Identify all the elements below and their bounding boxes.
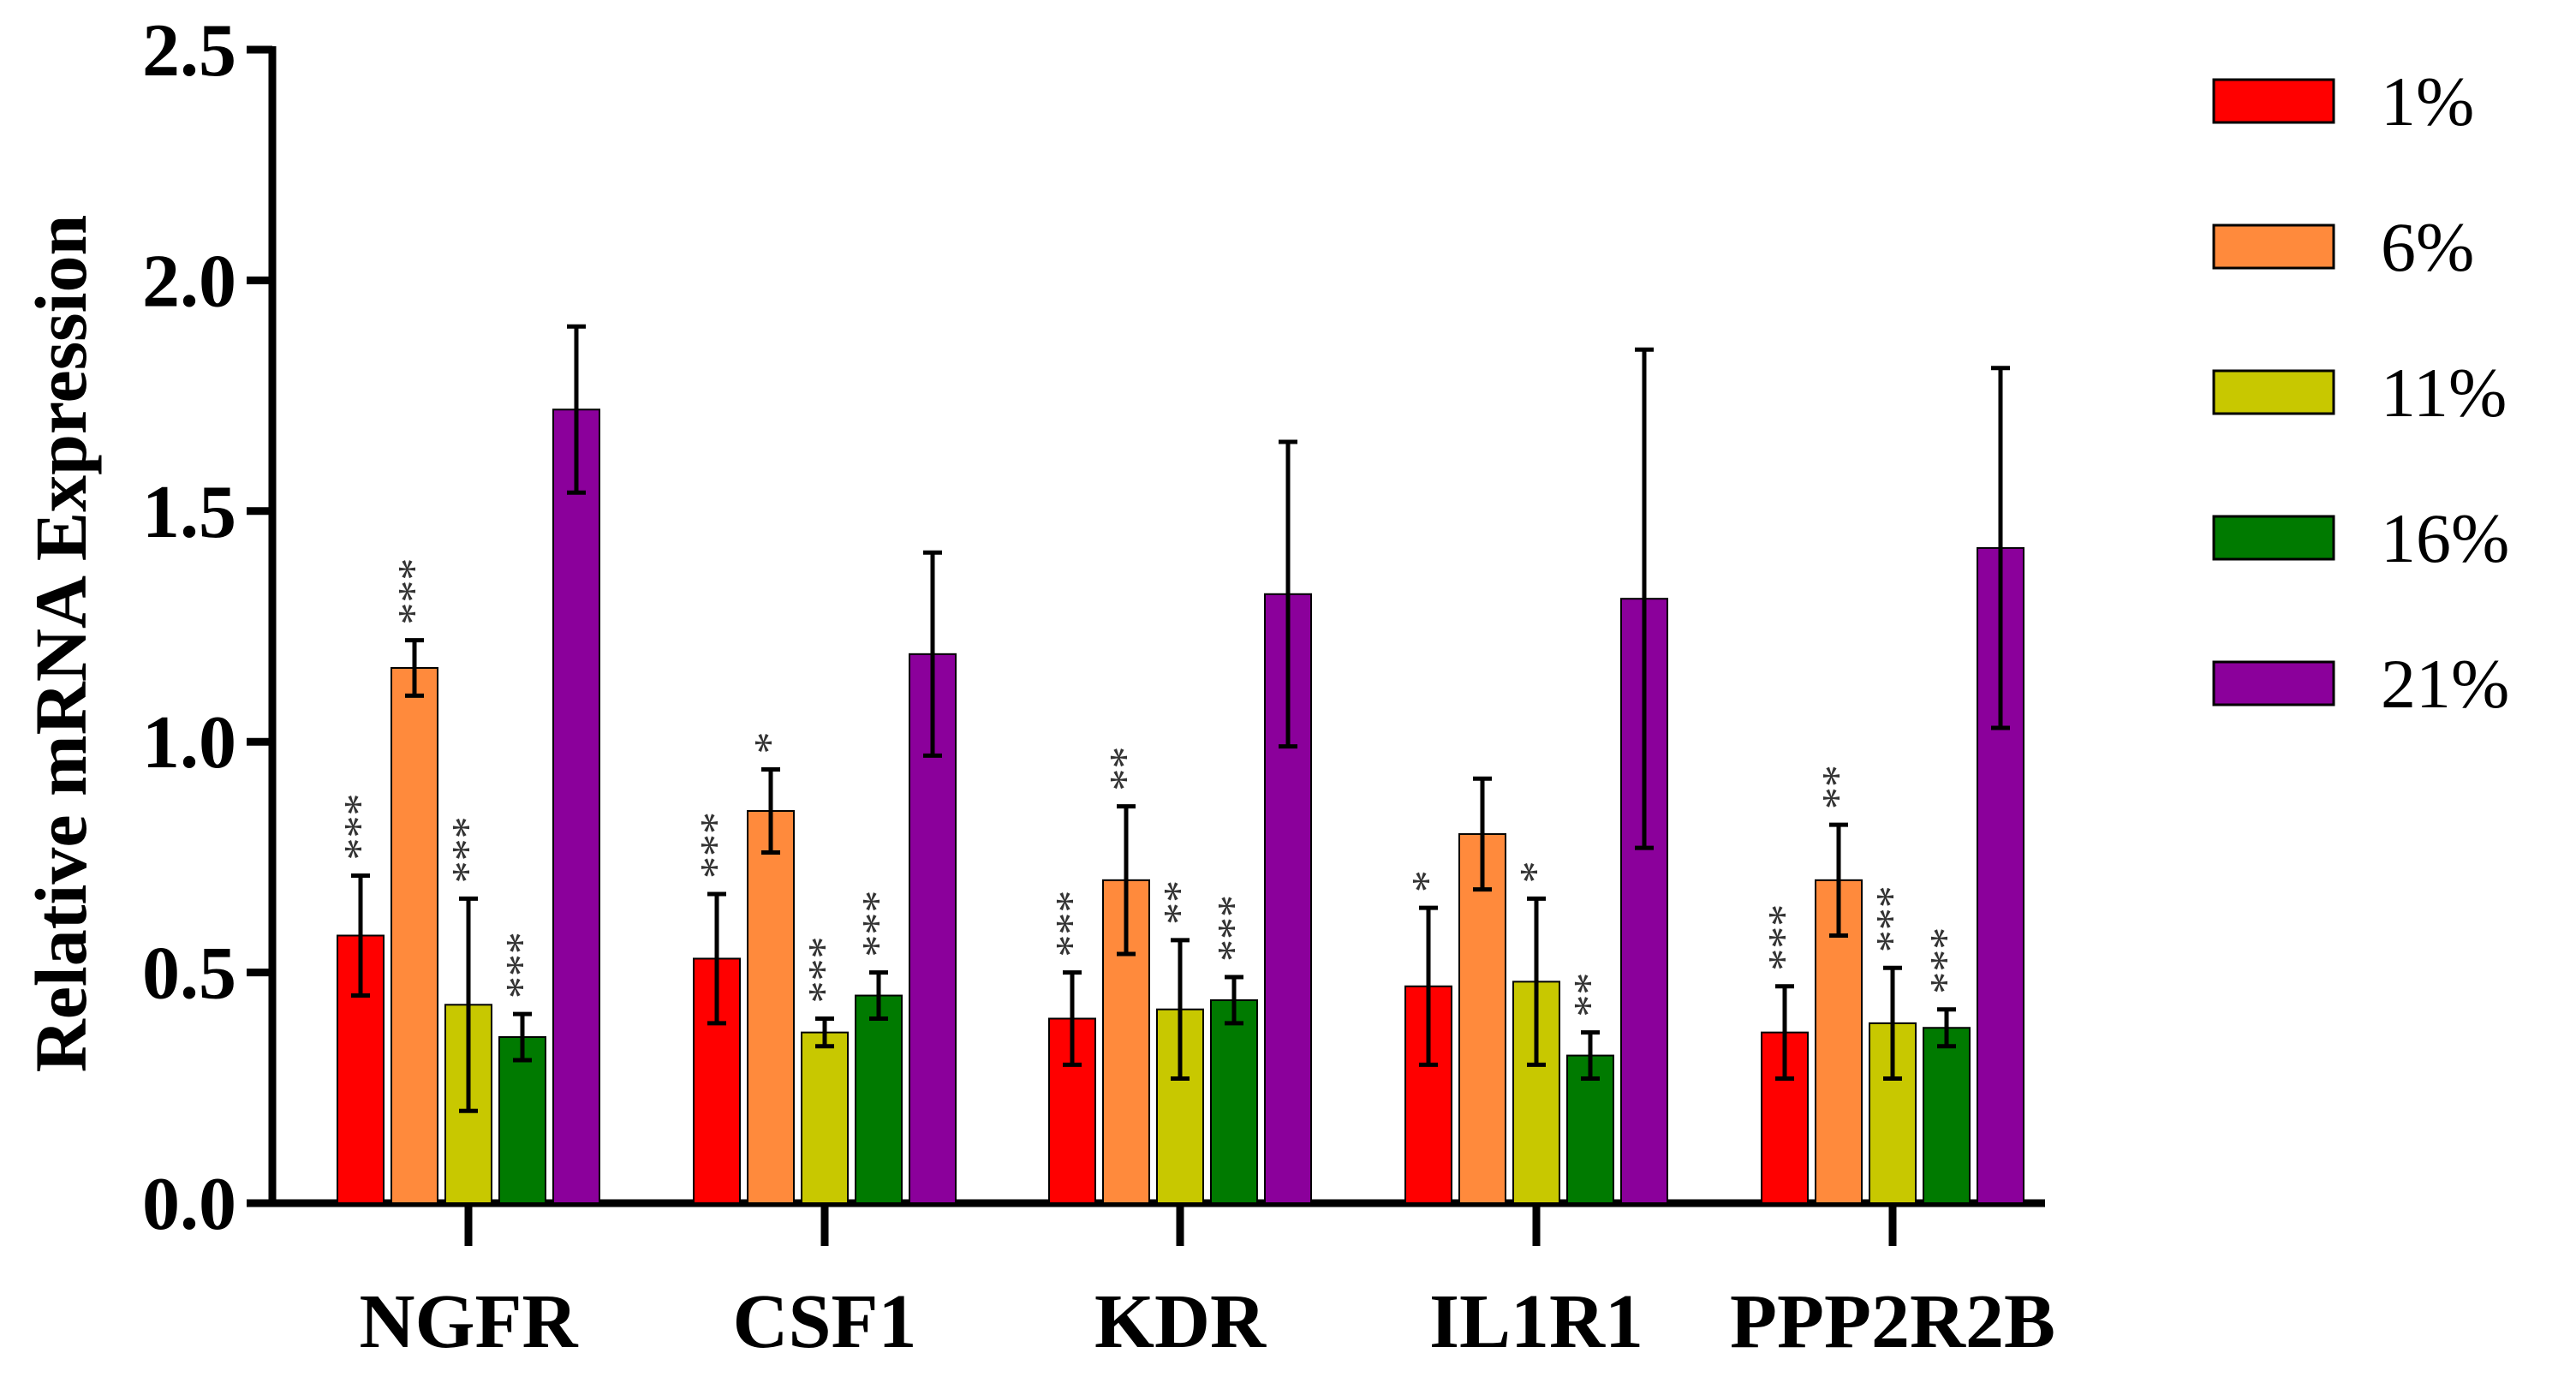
x-category-label: PPP2R2B [1730, 1279, 2055, 1364]
y-tick-label: 2.5 [142, 9, 236, 92]
y-tick-label: 2.0 [142, 240, 236, 323]
y-tick-label: 1.0 [142, 701, 236, 784]
significance-label: ** [1101, 747, 1150, 791]
significance-label: * [1512, 861, 1560, 883]
bar [1923, 1027, 1971, 1204]
significance-label: * [1404, 870, 1452, 892]
significance-label: * [746, 732, 795, 754]
bar [1458, 832, 1506, 1205]
significance-label: *** [800, 936, 849, 1003]
axes: 0.0 0.5 1.0 1.5 2.0 2.5 Relative mRNA Expressi… [20, 9, 2055, 1364]
y-tick-label: 0.0 [142, 1163, 236, 1246]
significance-label: *** [854, 891, 903, 957]
bar [801, 1031, 849, 1205]
significance-label: *** [1209, 895, 1258, 962]
legend-swatch [2212, 515, 2335, 561]
x-category-label: KDR [1094, 1279, 1267, 1364]
y-tick-label: 1.5 [142, 471, 236, 554]
legend-swatch [2212, 224, 2335, 270]
significance-label: ** [1565, 973, 1614, 1017]
legend-label: 11% [2381, 354, 2507, 432]
significance-label: *** [1922, 927, 1971, 994]
bar [337, 934, 385, 1204]
bar [552, 408, 600, 1205]
significance-label: ** [1155, 880, 1204, 925]
legend-swatch [2212, 369, 2335, 415]
significance-label: *** [1047, 891, 1096, 957]
significance-label: *** [390, 558, 438, 625]
bar [498, 1036, 546, 1204]
significance-label: *** [336, 793, 385, 860]
bar [747, 810, 795, 1205]
x-category-label: NGFR [360, 1279, 579, 1364]
bar [391, 666, 438, 1204]
significance-label: *** [444, 816, 492, 883]
significance-label: ** [1814, 765, 1863, 809]
legend-swatch [2212, 660, 2335, 706]
bar [1210, 998, 1258, 1204]
legend: 1% 6% 11% 16% 21% [2212, 63, 2509, 723]
bars-group: ********************** ******* **** *******… [336, 324, 2024, 1205]
legend-label: 16% [2381, 499, 2509, 577]
legend-label: 1% [2381, 63, 2474, 140]
significance-label: *** [1868, 885, 1917, 952]
significance-label: *** [1760, 904, 1809, 971]
significance-label: *** [498, 932, 546, 998]
significance-label: *** [692, 812, 741, 879]
x-category-label: CSF1 [732, 1279, 916, 1364]
y-axis-title: Relative mRNA Expression [20, 215, 102, 1073]
legend-swatch [2212, 78, 2335, 124]
legend-label: 21% [2381, 645, 2509, 723]
bar [855, 994, 903, 1205]
x-category-label: IL1R1 [1429, 1279, 1643, 1364]
y-tick-label: 0.5 [142, 933, 236, 1016]
legend-label: 6% [2381, 208, 2474, 286]
